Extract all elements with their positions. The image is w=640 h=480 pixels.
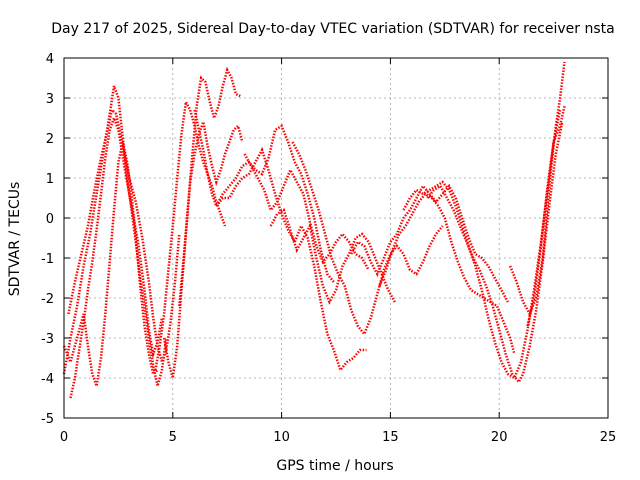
series-track-16: [426, 121, 564, 385]
series-track-3: [69, 114, 164, 399]
y-tick-label: -4: [41, 372, 54, 387]
y-axis-label: SDTVAR / TECUs: [7, 182, 23, 297]
y-tick-label: -3: [41, 332, 54, 347]
x-tick-label: 25: [600, 430, 617, 445]
series-track-2: [67, 107, 181, 367]
y-tick-label: 1: [46, 172, 54, 187]
x-tick-label: 0: [60, 430, 68, 445]
x-tick-label: 5: [169, 430, 177, 445]
x-tick-label: 10: [273, 430, 290, 445]
series-track-15: [402, 109, 562, 380]
y-tick-label: 2: [46, 132, 54, 147]
y-tick-label: -1: [41, 252, 54, 267]
grid: [64, 58, 608, 418]
x-tick-label: 15: [382, 430, 399, 445]
axis-ticks: 0 5 10 15 20 25 -5 -4 -3 -2 -1 0 1 2 3 4: [41, 52, 616, 445]
y-tick-label: -5: [41, 412, 54, 427]
x-axis-label: GPS time / hours: [276, 458, 393, 474]
series-track-1: [62, 85, 168, 387]
series-track-9: [215, 146, 367, 373]
x-tick-label: 20: [491, 430, 508, 445]
series-track-5: [154, 98, 227, 371]
chart-title: Day 217 of 2025, Sidereal Day-to-day VTE…: [51, 21, 614, 37]
y-tick-label: -2: [41, 292, 54, 307]
y-tick-label: 0: [46, 212, 54, 227]
series-track-7: [162, 117, 244, 379]
plot-frame: [63, 57, 609, 419]
y-tick-label: 3: [46, 92, 54, 107]
series-track-12: [291, 141, 444, 337]
series-track-14: [378, 192, 516, 355]
series-layer: [62, 61, 566, 399]
series-track-8: [193, 109, 335, 283]
series-track-11: [269, 208, 396, 305]
series-track-17: [508, 61, 566, 317]
y-tick-label: 4: [46, 52, 54, 67]
